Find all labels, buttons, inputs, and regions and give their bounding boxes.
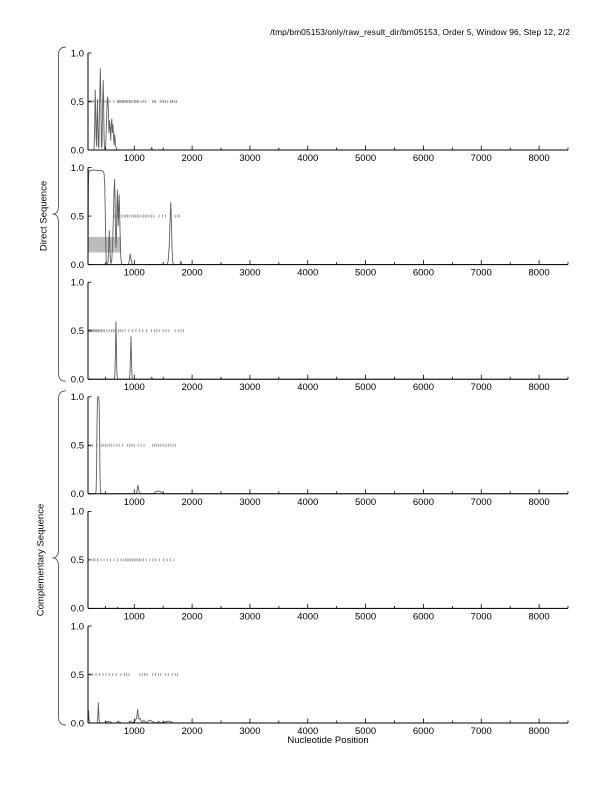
x-tick-label: 1000	[124, 268, 145, 279]
x-tick-label: 8000	[529, 497, 550, 508]
x-tick-label: 2000	[182, 726, 203, 737]
y-tick-label: 1.0	[71, 621, 84, 632]
probability-curve	[87, 702, 568, 724]
x-tick-label: 3000	[239, 726, 260, 737]
y-tick-label: 1.0	[71, 163, 84, 174]
x-tick-label: 8000	[529, 153, 550, 164]
x-tick-label: 5000	[355, 153, 376, 164]
complementary-frame-3: 0.0 0.5 1.0 1000 2000 3000 4000 5000 6000 7000 800…	[71, 621, 569, 737]
x-tick-label: 2000	[182, 497, 203, 508]
x-tick-label: 8000	[529, 268, 550, 279]
direct-frame-1: 0.0 0.5 1.0 1000 2000 3000 4000 5000 6000 7000 800…	[71, 48, 569, 164]
x-tick-label: 2000	[182, 268, 203, 279]
orf-marks	[92, 558, 175, 562]
y-tick-label: 1.0	[71, 507, 84, 518]
x-tick-label: 4000	[297, 268, 318, 279]
probability-curve	[88, 396, 568, 495]
x-tick-label: 5000	[355, 497, 376, 508]
y-tick-label: 0.5	[71, 97, 84, 108]
orf-marks	[87, 329, 184, 333]
direct-sequence-brace	[52, 46, 67, 382]
orf-marks	[89, 673, 179, 676]
x-tick-label: 4000	[297, 153, 318, 164]
x-tick-label: 3000	[239, 497, 260, 508]
direct-frame-2: 0.0 0.5 1.0 1000 2000 3000 4000 5000 6000 7000 800…	[71, 163, 569, 279]
x-tick-label: 7000	[471, 611, 492, 622]
x-tick-label: 1000	[124, 611, 145, 622]
y-tick-label: 0.0	[71, 260, 84, 271]
x-tick-label: 3000	[239, 268, 260, 279]
y-tick-label: 0.5	[71, 670, 84, 681]
x-tick-label: 5000	[355, 611, 376, 622]
complementary-frame-2: 0.0 0.5 1.0 1000 2000 3000 4000 5000 6000 7000 800…	[71, 507, 569, 622]
x-tick-label: 5000	[355, 268, 376, 279]
orf-marks	[113, 214, 180, 218]
x-tick-label: 5000	[355, 382, 376, 393]
plot-title: /tmp/bm05153/only/raw_result_dir/bm05153…	[270, 27, 570, 37]
x-tick-label: 8000	[529, 611, 550, 622]
x-tick-label: 1000	[124, 382, 145, 393]
x-tick-label: 5000	[355, 726, 376, 737]
x-tick-label: 3000	[239, 611, 260, 622]
x-tick-label: 3000	[239, 153, 260, 164]
complementary-frame-1: 0.0 0.5 1.0 1000 2000 3000 4000 5000 6000 7000 800…	[71, 392, 569, 508]
x-tick-label: 6000	[413, 153, 434, 164]
y-tick-label: 1.0	[71, 278, 84, 289]
complementary-sequence-brace	[52, 390, 67, 726]
y-tick-label: 1.0	[71, 48, 84, 59]
x-tick-label: 7000	[471, 153, 492, 164]
direct-frame-3: 0.0 0.5 1.0 1000 2000 3000 4000 5000 6000 7000 800…	[71, 278, 569, 393]
x-tick-label: 7000	[471, 497, 492, 508]
y-tick-label: 0.0	[71, 145, 84, 156]
x-tick-label: 4000	[297, 382, 318, 393]
x-tick-label: 7000	[471, 726, 492, 737]
probability-curve	[88, 68, 568, 151]
x-tick-label: 7000	[471, 268, 492, 279]
x-tick-label: 2000	[182, 382, 203, 393]
x-tick-label: 6000	[413, 268, 434, 279]
x-tick-label: 6000	[413, 497, 434, 508]
y-tick-label: 0.5	[71, 326, 84, 337]
y-tick-label: 1.0	[71, 392, 84, 403]
x-tick-label: 4000	[297, 726, 318, 737]
y-tick-label: 0.5	[71, 555, 84, 566]
x-tick-label: 8000	[529, 726, 550, 737]
y-tick-label: 0.5	[71, 211, 84, 222]
x-tick-label: 2000	[182, 153, 203, 164]
x-tick-label: 4000	[297, 611, 318, 622]
x-tick-label: 8000	[529, 382, 550, 393]
x-tick-label: 1000	[124, 153, 145, 164]
y-tick-label: 0.0	[71, 489, 84, 500]
y-tick-label: 0.0	[71, 375, 84, 386]
x-tick-label: 1000	[124, 726, 145, 737]
x-tick-label: 4000	[297, 497, 318, 508]
y-tick-label: 0.5	[71, 441, 84, 452]
x-tick-label: 7000	[471, 382, 492, 393]
x-tick-label: 3000	[239, 382, 260, 393]
orf-marks	[87, 443, 176, 447]
x-tick-label: 1000	[124, 497, 145, 508]
x-tick-label: 6000	[413, 611, 434, 622]
x-axis-label: Nucleotide Position	[287, 735, 369, 746]
probability-curve	[87, 169, 568, 266]
y-tick-label: 0.0	[71, 604, 84, 615]
y-tick-label: 0.0	[71, 718, 84, 729]
x-tick-label: 6000	[413, 726, 434, 737]
x-tick-label: 6000	[413, 382, 434, 393]
x-tick-label: 2000	[182, 611, 203, 622]
